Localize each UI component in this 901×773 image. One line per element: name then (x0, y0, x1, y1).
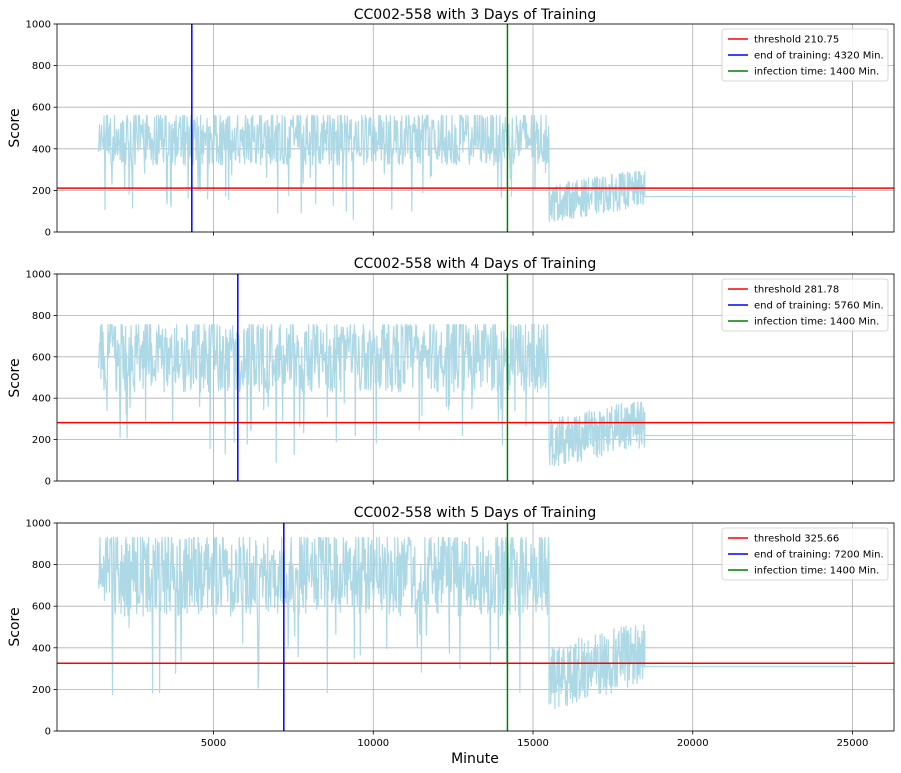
y-tick-label: 800 (32, 61, 51, 72)
y-tick-label: 0 (45, 228, 51, 239)
legend-entry: threshold 325.66 (754, 534, 839, 545)
subplot-2-ylabel: Score (7, 358, 23, 397)
legend-entry: end of training: 7200 Min. (754, 550, 884, 561)
subplot-3-title: CC002-558 with 5 Days of Training (354, 505, 597, 521)
legend-entry: infection time: 1400 Min. (754, 317, 879, 328)
subplot-1-ylabel: Score (7, 108, 23, 147)
legend-box (721, 28, 889, 82)
y-tick-label: 600 (32, 103, 51, 114)
y-tick-label: 400 (32, 144, 51, 155)
legend-entry: end of training: 5760 Min. (754, 301, 884, 312)
score-trace (97, 114, 856, 222)
subplot-2-title: CC002-558 with 4 Days of Training (354, 256, 597, 272)
x-tick-label: 15000 (517, 738, 549, 749)
y-tick-label: 400 (32, 394, 51, 405)
subplot-1-title: CC002-558 with 3 Days of Training (354, 7, 597, 23)
subplot-1: CC002-558 with 3 Days of Training Score … (7, 7, 895, 239)
legend-entry: infection time: 1400 Min. (754, 566, 879, 577)
subplot-3-ylabel: Score (7, 607, 23, 646)
y-tick-label: 1000 (26, 20, 51, 31)
y-tick-label: 1000 (26, 519, 51, 530)
y-tick-label: 0 (45, 477, 51, 488)
y-tick-label: 200 (32, 685, 51, 696)
subplot-2: CC002-558 with 4 Days of Training Score … (7, 256, 895, 488)
axes-frame (56, 522, 895, 732)
legend-entry: end of training: 4320 Min. (754, 51, 884, 62)
legend-entry: infection time: 1400 Min. (754, 67, 879, 78)
subplot-2-plot-area: 0 200 400 600 800 1000 threshold 281.78 end of … (26, 270, 895, 488)
x-tick-label: 20000 (677, 738, 709, 749)
y-tick-label: 800 (32, 311, 51, 322)
legend: threshold 325.66 end of training: 7200 Mi… (721, 527, 889, 581)
x-tick-label: 25000 (837, 738, 869, 749)
subplot-3: CC002-558 with 5 Days of Training Score … (7, 505, 895, 767)
score-trace (97, 324, 856, 467)
legend-entry: threshold 210.75 (754, 35, 839, 46)
axes-frame (56, 273, 895, 482)
legend: threshold 281.78 end of training: 5760 Mi… (721, 278, 889, 332)
axes-frame (56, 23, 895, 233)
y-tick-label: 600 (32, 602, 51, 613)
x-tick-label: 10000 (357, 738, 389, 749)
x-tick-label: 5000 (201, 738, 226, 749)
legend: threshold 210.75 end of training: 4320 Mi… (721, 28, 889, 82)
y-tick-label: 200 (32, 186, 51, 197)
x-axis-label: Minute (451, 751, 499, 767)
y-tick-label: 0 (45, 727, 51, 738)
subplot-1-plot-area: 0 200 400 600 800 1000 threshold 210.75 end of … (26, 20, 895, 239)
y-tick-label: 1000 (26, 270, 51, 281)
legend-box (721, 527, 889, 581)
subplot-3-plot-area: 0 200 400 600 800 1000 5000 10000 15000 20000 2500… (26, 519, 895, 749)
legend-box (721, 278, 889, 332)
legend-entry: threshold 281.78 (754, 285, 839, 296)
y-tick-label: 800 (32, 560, 51, 571)
y-tick-label: 200 (32, 435, 51, 446)
score-trace (97, 537, 856, 710)
y-tick-label: 400 (32, 643, 51, 654)
y-tick-label: 600 (32, 352, 51, 363)
